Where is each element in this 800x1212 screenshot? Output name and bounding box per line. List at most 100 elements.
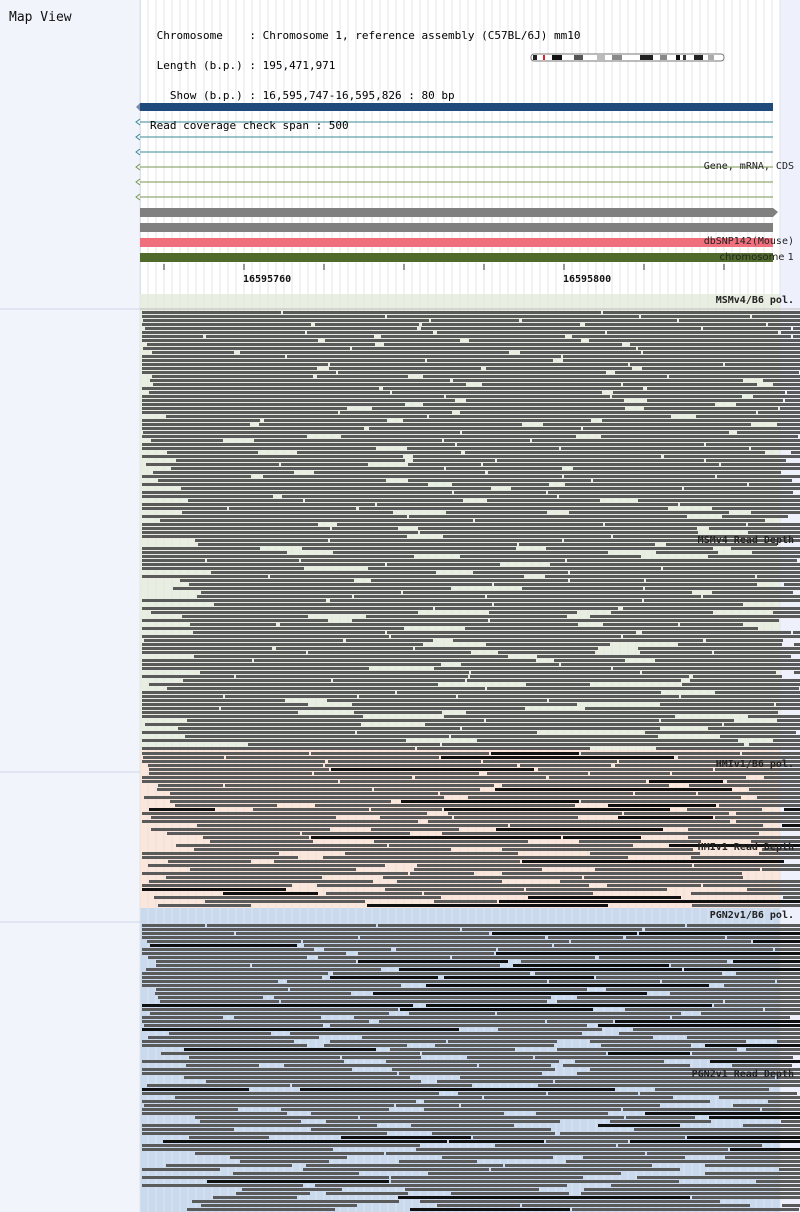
- read-alignment: [148, 864, 385, 867]
- read-alignment: [793, 327, 800, 330]
- chromosome-ideogram[interactable]: [530, 53, 725, 62]
- read-alignment: [166, 876, 322, 879]
- read-alignment: [399, 1160, 477, 1163]
- read-alignment: [236, 932, 489, 935]
- read-alignment: [642, 367, 800, 370]
- read-alignment: [613, 535, 800, 538]
- read-alignment: [749, 483, 800, 486]
- read-alignment: [522, 1204, 750, 1207]
- chromosome-track-label: chromosome 1: [719, 252, 794, 263]
- read-alignment: [142, 1092, 439, 1095]
- read-alignment: [581, 800, 800, 803]
- read-alignment: [142, 651, 306, 654]
- read-alignment: [317, 375, 408, 378]
- read-alignment: [490, 619, 779, 622]
- read-alignment: [593, 479, 792, 482]
- read-alignment: [537, 655, 791, 658]
- read-alignment: [422, 1052, 606, 1055]
- read-alignment: [424, 892, 593, 895]
- read-alignment: [368, 567, 661, 570]
- read-alignment: [624, 812, 729, 815]
- read-alignment: [302, 832, 410, 835]
- read-alignment: [522, 860, 784, 863]
- read-alignment: [342, 1056, 421, 1059]
- msm-read-depth-label: MSMv4 Read Depth: [697, 535, 794, 546]
- read-alignment: [142, 1088, 249, 1091]
- read-alignment: [158, 904, 251, 907]
- read-alignment: [495, 1144, 616, 1147]
- read-alignment: [166, 415, 427, 418]
- read-alignment: [142, 659, 252, 662]
- read-alignment: [590, 615, 800, 618]
- read-alignment: [477, 739, 738, 742]
- read-alignment: [752, 315, 800, 318]
- read-alignment: [142, 1128, 234, 1131]
- read-alignment: [303, 1168, 489, 1171]
- read-alignment: [170, 792, 438, 795]
- read-alignment: [142, 523, 318, 526]
- read-alignment: [184, 1076, 410, 1079]
- read-alignment: [442, 1156, 553, 1159]
- read-alignment: [630, 343, 800, 346]
- cds-arrow: [135, 163, 141, 171]
- read-alignment: [762, 848, 800, 851]
- read-alignment: [371, 579, 568, 582]
- read-alignment: [189, 583, 492, 586]
- read-alignment: [314, 471, 485, 474]
- read-alignment: [563, 359, 800, 362]
- ideogram-band: [597, 55, 605, 60]
- read-alignment: [777, 719, 800, 722]
- read-alignment: [197, 824, 508, 827]
- read-alignment: [282, 495, 557, 498]
- read-alignment: [494, 603, 743, 606]
- read-alignment: [660, 703, 774, 706]
- read-alignment: [207, 924, 376, 927]
- read-alignment: [528, 896, 681, 899]
- read-alignment: [142, 1132, 387, 1135]
- read-alignment: [577, 996, 800, 999]
- read-alignment: [487, 772, 588, 775]
- read-alignment: [207, 1180, 389, 1183]
- read-alignment: [408, 463, 481, 466]
- read-alignment: [167, 687, 485, 690]
- read-alignment: [520, 351, 641, 354]
- read-alignment: [147, 940, 301, 943]
- read-alignment: [422, 323, 580, 326]
- read-alignment: [661, 719, 734, 722]
- read-alignment: [618, 816, 713, 819]
- read-alignments: [142, 311, 800, 1211]
- read-alignment: [623, 635, 800, 638]
- chromosome-bar: [140, 253, 773, 262]
- hmi-read-depth-label: HMIv1 Read Depth: [697, 842, 794, 853]
- read-alignment: [634, 1128, 800, 1131]
- ideogram-band: [543, 55, 545, 60]
- read-alignment: [151, 816, 336, 819]
- read-alignment: [427, 359, 553, 362]
- read-alignment: [315, 804, 575, 807]
- ideogram-band: [552, 55, 562, 60]
- read-alignment: [142, 323, 311, 326]
- read-alignment: [669, 375, 800, 378]
- read-alignment: [747, 888, 800, 891]
- read-alignment: [446, 395, 610, 398]
- read-alignment: [142, 972, 328, 975]
- read-alignment: [147, 1084, 290, 1087]
- read-alignment: [248, 743, 440, 746]
- read-alignment: [583, 1156, 685, 1159]
- read-alignment: [656, 551, 718, 554]
- read-alignment: [709, 527, 800, 530]
- read-alignment: [486, 643, 610, 646]
- cds-arrow: [135, 193, 141, 201]
- read-alignment: [149, 683, 438, 686]
- read-alignment: [560, 880, 800, 883]
- read-alignment: [142, 315, 385, 318]
- read-alignment: [142, 419, 260, 422]
- read-alignment: [160, 1000, 279, 1003]
- map-view-title: Map View: [9, 10, 72, 25]
- read-alignment: [142, 888, 286, 891]
- read-alignment: [598, 1024, 800, 1027]
- read-alignment: [714, 1004, 800, 1007]
- read-alignment: [768, 323, 800, 326]
- read-alignment: [318, 956, 450, 959]
